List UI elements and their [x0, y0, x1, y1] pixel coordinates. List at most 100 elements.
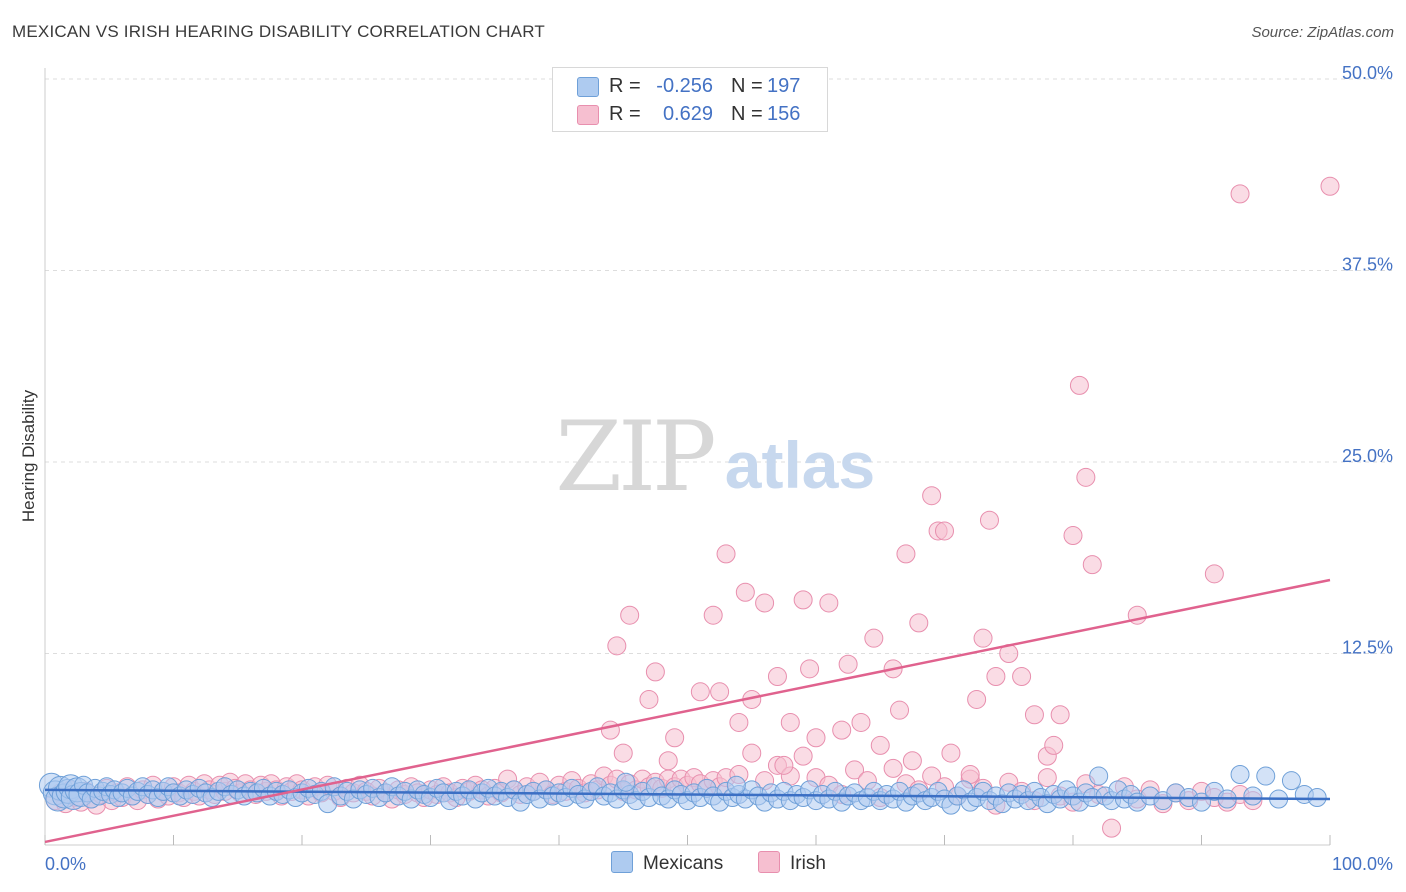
- irish-point: [767, 666, 787, 686]
- irish-point: [1024, 705, 1044, 725]
- irish-point: [658, 751, 678, 771]
- irish-point: [1037, 768, 1057, 788]
- irish-point: [1044, 735, 1064, 755]
- irish-point: [845, 760, 865, 780]
- irish-point: [1230, 184, 1250, 204]
- mexicans-point: [726, 775, 746, 795]
- irish-point: [870, 735, 890, 755]
- axes: [44, 68, 1331, 846]
- mexicans-point: [1281, 771, 1301, 791]
- irish-point: [690, 682, 710, 702]
- irish-point: [1012, 666, 1032, 686]
- watermark: ZIP atlas: [555, 401, 875, 513]
- irish-point: [973, 628, 993, 648]
- irish-point: [639, 689, 659, 709]
- irish-point: [883, 758, 903, 778]
- irish-swatch: [577, 105, 599, 125]
- legend-label-mexicans: Mexicans: [643, 853, 724, 874]
- irish-point: [890, 700, 910, 720]
- irish-point: [735, 582, 755, 602]
- mexicans-point: [1230, 765, 1250, 785]
- irish-point: [800, 659, 820, 679]
- irish-point: [780, 712, 800, 732]
- irish-point: [613, 743, 633, 763]
- y-axis-label: Hearing Disability: [19, 389, 38, 522]
- irish-point: [922, 486, 942, 506]
- irish-point: [819, 593, 839, 613]
- x-tick-label: 100.0%: [1332, 854, 1393, 874]
- watermark-zip: ZIP: [555, 401, 714, 513]
- trend-lines: [44, 578, 1331, 844]
- mexicans-swatch: [577, 77, 599, 97]
- legend-item-mexicans: Mexicans: [611, 851, 723, 877]
- irish-point: [607, 636, 627, 656]
- irish-point: [620, 605, 640, 625]
- irish-point: [838, 654, 858, 674]
- irish-point: [793, 590, 813, 610]
- n-value: 156: [767, 103, 801, 125]
- irish-point: [1102, 818, 1122, 838]
- r-value: 0.629: [662, 103, 713, 125]
- irish-point: [793, 746, 813, 766]
- irish-point: [645, 662, 665, 682]
- irish-point: [967, 689, 987, 709]
- irish-point: [729, 712, 749, 732]
- axis-labels: Hearing Disability 12.5% 25.0% 37.5% 50.0% 0…: [19, 63, 1393, 874]
- irish-point: [909, 613, 929, 633]
- irish-point: [1082, 555, 1102, 575]
- irish-point: [864, 628, 884, 648]
- n-label: N =: [731, 75, 763, 97]
- irish-point: [1063, 526, 1083, 546]
- r-value: -0.256: [656, 75, 713, 97]
- gridlines: [45, 78, 1392, 654]
- irish-point: [1069, 375, 1089, 395]
- irish-point: [1320, 176, 1340, 196]
- irish-point: [806, 728, 826, 748]
- irish-point: [665, 728, 685, 748]
- irish-point: [851, 712, 871, 732]
- legend-item-irish: Irish: [758, 851, 826, 877]
- irish-point: [986, 666, 1006, 686]
- irish-point: [902, 751, 922, 771]
- irish-point: [1050, 705, 1070, 725]
- irish-point: [832, 720, 852, 740]
- r-label: R =: [609, 75, 641, 97]
- mexicans-legend-swatch: [611, 851, 633, 873]
- y-tick-label: 12.5%: [1342, 638, 1393, 658]
- irish-point: [979, 510, 999, 530]
- source-label: Source: ZipAtlas.com: [1251, 24, 1394, 41]
- n-label: N =: [731, 103, 763, 125]
- irish-point: [1076, 467, 1096, 487]
- mexicans-trend-line: [44, 788, 1331, 801]
- irish-point: [896, 544, 916, 564]
- mexicans-point: [1256, 766, 1276, 786]
- legend-row-mexicans: R = -0.256 N = 197: [553, 73, 827, 101]
- y-tick-label: 25.0%: [1342, 446, 1393, 466]
- x-tick-label: 0.0%: [45, 854, 86, 874]
- irish-point: [600, 720, 620, 740]
- irish-point: [703, 605, 723, 625]
- mexicans-point: [616, 772, 636, 792]
- mexicans-point: [1243, 786, 1263, 806]
- chart-title: MEXICAN VS IRISH HEARING DISABILITY CORR…: [12, 22, 545, 41]
- irish-point: [710, 682, 730, 702]
- y-tick-label: 37.5%: [1342, 255, 1393, 275]
- correlation-legend: R = -0.256 N = 197 R = 0.629 N = 156: [552, 67, 828, 132]
- legend-row-irish: R = 0.629 N = 156: [553, 101, 827, 129]
- legend-label-irish: Irish: [790, 853, 826, 874]
- irish-point: [742, 743, 762, 763]
- irish-trend-line: [44, 578, 1331, 844]
- irish-point: [941, 743, 961, 763]
- mexicans-point: [1307, 788, 1327, 808]
- y-tick-label: 50.0%: [1342, 63, 1393, 83]
- irish-point: [935, 521, 954, 541]
- irish-point: [1204, 564, 1224, 584]
- watermark-atlas: atlas: [725, 428, 875, 502]
- irish-point: [774, 755, 794, 775]
- irish-legend-swatch: [758, 851, 780, 873]
- n-value: 197: [767, 75, 801, 97]
- irish-point: [755, 593, 775, 613]
- irish-point: [716, 544, 736, 564]
- mexicans-point: [1089, 766, 1109, 786]
